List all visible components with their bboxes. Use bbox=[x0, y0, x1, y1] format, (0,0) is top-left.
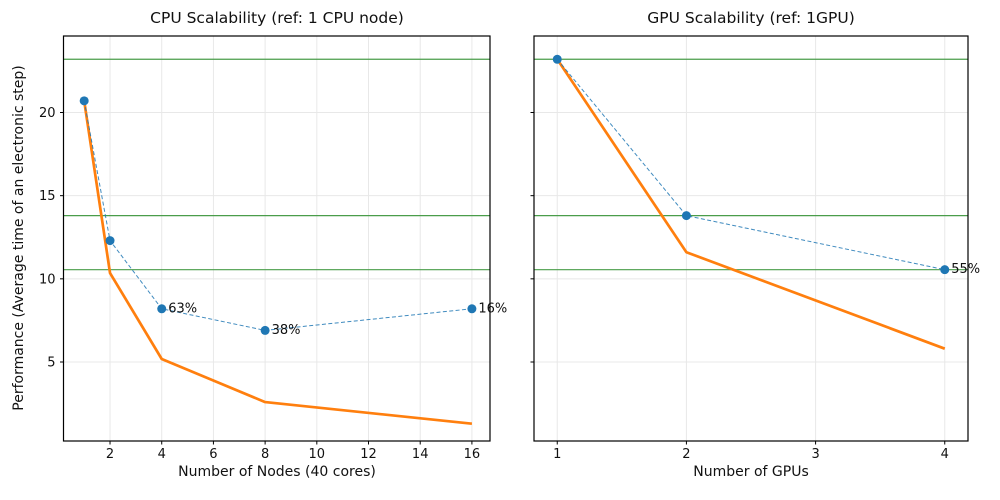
gpu-x-tick-label: 4 bbox=[941, 447, 949, 462]
cpu-efficiency-label: 63% bbox=[168, 301, 197, 316]
cpu-axes-frame bbox=[62, 35, 491, 442]
gpu-x-tick-label: 3 bbox=[811, 447, 819, 462]
cpu-x-tick-label: 10 bbox=[309, 447, 326, 462]
cpu-chart-title: CPU Scalability (ref: 1 CPU node) bbox=[150, 9, 404, 27]
cpu-x-tick-label: 14 bbox=[412, 447, 429, 462]
gpu-axes-frame bbox=[533, 35, 969, 442]
gpu-x-tick-label: 2 bbox=[682, 447, 690, 462]
cpu-efficiency-label: 16% bbox=[478, 301, 507, 316]
cpu-measured-marker bbox=[467, 304, 477, 314]
cpu-x-axis-label: Number of Nodes (40 cores) bbox=[178, 464, 376, 480]
cpu-y-tick-label: 5 bbox=[47, 355, 55, 370]
gpu-measured-line bbox=[556, 58, 945, 271]
gpu-efficiency-label: 55% bbox=[951, 262, 980, 277]
cpu-measured-marker bbox=[157, 304, 167, 314]
cpu-efficiency-label: 38% bbox=[272, 323, 301, 338]
cpu-measured-marker bbox=[79, 96, 89, 106]
gpu-ideal-scaling-line bbox=[556, 58, 946, 350]
cpu-ideal-scaling-line bbox=[82, 100, 473, 426]
cpu-x-tick-label: 16 bbox=[464, 447, 481, 462]
cpu-x-tick-label: 8 bbox=[261, 447, 269, 462]
gpu-plot-area: 55% 1 2 3 4 bbox=[530, 35, 980, 462]
cpu-x-tick-label: 12 bbox=[360, 447, 377, 462]
y-axis-label: Performance (Average time of an electron… bbox=[11, 65, 27, 411]
gpu-measured-marker bbox=[940, 265, 950, 275]
gpu-chart-title: GPU Scalability (ref: 1GPU) bbox=[647, 9, 855, 27]
cpu-plot-area: 63% 38% 16% 2 4 6 8 10 12 14 16 5 10 15 20 bbox=[39, 35, 507, 462]
gpu-x-axis-label: Number of GPUs bbox=[693, 464, 809, 480]
cpu-measured-marker bbox=[260, 325, 270, 335]
gpu-x-tick-label: 1 bbox=[553, 447, 561, 462]
cpu-y-tick-label: 20 bbox=[39, 106, 56, 121]
cpu-y-tick-label: 10 bbox=[39, 272, 56, 287]
cpu-x-tick-label: 6 bbox=[209, 447, 217, 462]
gpu-measured-marker bbox=[552, 54, 562, 64]
cpu-x-tick-label: 4 bbox=[158, 447, 166, 462]
cpu-y-tick-label: 15 bbox=[39, 189, 56, 204]
cpu-measured-marker bbox=[105, 236, 115, 246]
cpu-x-tick-label: 2 bbox=[106, 447, 114, 462]
gpu-measured-marker bbox=[681, 211, 691, 221]
